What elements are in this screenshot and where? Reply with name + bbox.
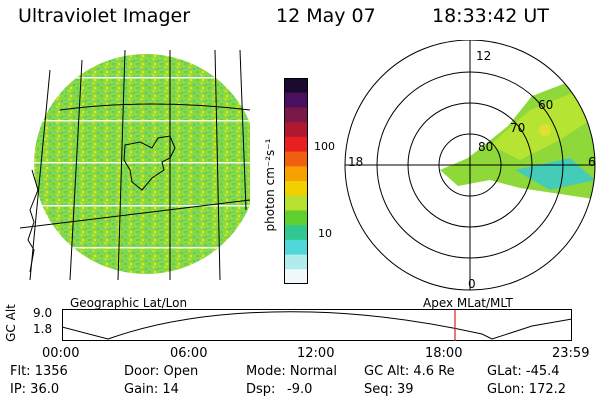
flight-number: Flt: 1356 — [10, 364, 68, 379]
geographic-longitude: GLon: 172.2 — [487, 382, 567, 397]
colorbar-tick-10: 10 — [318, 227, 332, 240]
gain-value: Gain: 14 — [124, 382, 179, 397]
mlt-6: 6 — [588, 155, 596, 169]
mlt-18: 18 — [348, 155, 363, 169]
altitude-xtick-1200: 12:00 — [297, 346, 335, 361]
colorbar-cell — [284, 107, 308, 123]
colorbar-cell — [284, 136, 308, 153]
sequence-number: Seq: 39 — [364, 382, 414, 397]
date-label: 12 May 07 — [276, 5, 376, 27]
instrument-title: Ultraviolet Imager — [18, 5, 191, 27]
colorbar-cell — [284, 210, 308, 226]
colorbar-cell — [284, 92, 308, 108]
ip-value: IP: 36.0 — [10, 382, 60, 397]
mlt-0: 0 — [468, 277, 476, 291]
colorbar-cell — [284, 195, 308, 211]
altitude-ylabel: GC Alt — [3, 304, 18, 342]
colorbar-cell — [284, 151, 308, 167]
door-status: Door: Open — [124, 364, 199, 379]
polar-plot: 12 18 6 0 80 70 60 — [344, 40, 596, 291]
colorbar-cell — [284, 254, 308, 270]
aurora-swath — [440, 70, 595, 200]
altitude-ytick-9: 9.0 — [33, 306, 53, 320]
colorbar-cell — [284, 166, 308, 182]
dsp-label: Dsp: — [246, 382, 276, 397]
mlat-80: 80 — [478, 140, 493, 154]
altitude-xtick-2359: 23:59 — [552, 346, 590, 361]
altitude-xtick-0000: 00:00 — [42, 346, 80, 361]
mlat-60: 60 — [538, 98, 553, 112]
altitude-xtick-0600: 06:00 — [170, 346, 208, 361]
altitude-ytick-1.8: 1.8 — [33, 322, 53, 336]
colorbar-tick-100: 100 — [314, 140, 335, 153]
geographic-image — [20, 50, 250, 281]
altitude-plot — [62, 309, 572, 341]
colorbar-label: photon cm⁻²s⁻¹ — [263, 138, 277, 232]
coastline-west — [27, 169, 39, 273]
dsp-value: -9.0 — [287, 382, 313, 397]
colorbar-cell — [284, 78, 308, 94]
colorbar-cell — [284, 269, 308, 284]
left-panel-label: Geographic Lat/Lon — [70, 296, 188, 310]
aurora-disk — [34, 54, 250, 274]
right-panel-label: Apex MLat/MLT — [423, 296, 513, 310]
time-label: 18:33:42 UT — [432, 5, 549, 27]
mlat-70: 70 — [510, 121, 525, 135]
mlt-12: 12 — [476, 49, 491, 63]
gc-altitude: GC Alt: 4.6 Re — [364, 364, 455, 379]
colorbar-cell — [284, 239, 308, 256]
colorbar-cell — [284, 225, 308, 241]
altitude-curve — [62, 311, 572, 340]
color-bar — [284, 78, 308, 284]
lat-lon-grid — [20, 50, 250, 281]
coastline — [123, 135, 176, 191]
colorbar-cell — [284, 181, 308, 197]
colorbar-cell — [284, 122, 308, 138]
geographic-latitude: GLat: -45.4 — [487, 364, 560, 379]
altitude-xtick-1800: 18:00 — [425, 346, 463, 361]
mode-value: Mode: Normal — [246, 364, 337, 379]
